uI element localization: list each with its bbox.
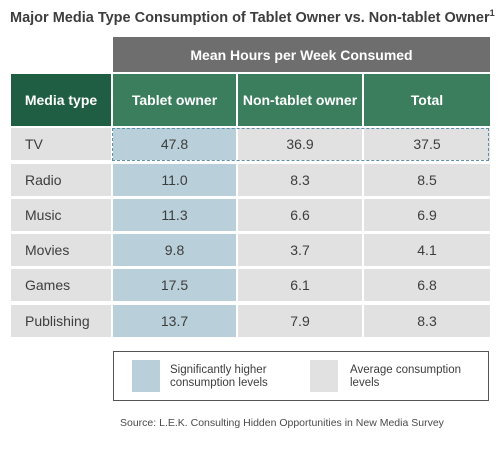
legend-swatch-average: [310, 360, 338, 392]
row-label: TV: [11, 128, 111, 160]
cell-tablet: 9.8: [113, 234, 236, 266]
super-header: Mean Hours per Week Consumed: [113, 37, 490, 72]
cell-non-tablet: 6.1: [238, 269, 362, 301]
cell-total: 6.9: [364, 199, 490, 231]
row-label: Games: [11, 269, 111, 301]
header-non-tablet-owner: Non-tablet owner: [238, 74, 362, 126]
title-footnote-marker: 1: [489, 8, 495, 18]
cell-tablet: 11.0: [113, 164, 236, 196]
cell-tablet: 17.5: [113, 269, 236, 301]
cell-non-tablet: 6.6: [238, 199, 362, 231]
header-tablet-owner: Tablet owner: [113, 74, 236, 126]
cell-total: 8.3: [364, 305, 490, 337]
cell-total: 37.5: [364, 128, 490, 160]
cell-non-tablet: 36.9: [238, 128, 362, 160]
cell-non-tablet: 7.9: [238, 305, 362, 337]
header-total: Total: [364, 74, 490, 126]
cell-tablet: 11.3: [113, 199, 236, 231]
cell-non-tablet: 3.7: [238, 234, 362, 266]
source-note: Source: L.E.K. Consulting Hidden Opportu…: [120, 417, 444, 429]
legend: Significantly higher consumption levels …: [113, 351, 489, 401]
row-label: Radio: [11, 164, 111, 196]
table-title: Major Media Type Consumption of Tablet O…: [10, 8, 495, 26]
legend-swatch-higher: [132, 360, 160, 392]
header-media-type: Media type: [11, 74, 111, 126]
cell-tablet: 13.7: [113, 305, 236, 337]
cell-total: 8.5: [364, 164, 490, 196]
legend-label-higher: Significantly higher consumption levels: [170, 364, 268, 389]
cell-tablet: 47.8: [113, 128, 236, 160]
legend-label-average: Average consumption levels: [350, 364, 462, 389]
cell-total: 6.8: [364, 269, 490, 301]
cell-non-tablet: 8.3: [238, 164, 362, 196]
row-label: Publishing: [11, 305, 111, 337]
row-label: Movies: [11, 234, 111, 266]
row-label: Music: [11, 199, 111, 231]
cell-total: 4.1: [364, 234, 490, 266]
